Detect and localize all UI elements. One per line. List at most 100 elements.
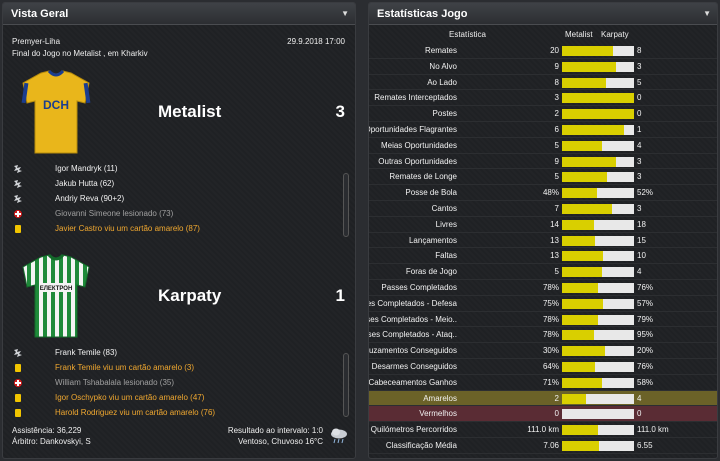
stat-label: Remates Interceptados xyxy=(374,93,457,103)
halftime-label: Resultado ao intervalo: 1:0 xyxy=(227,426,323,435)
stats-table: Remates 20 8 No Alvo 9 3 Ao Lado 8 5 Remates Inte… xyxy=(369,43,717,454)
stat-home-value: 20 xyxy=(550,46,559,55)
event-text[interactable]: Igor Mandryk (11) xyxy=(55,164,118,173)
stat-label: Passes Completados xyxy=(381,282,457,292)
event-item[interactable]: Frank Temile viu um cartão amarelo (3) xyxy=(11,360,341,375)
event-item[interactable]: Andriy Reva (90+2) xyxy=(11,191,341,206)
event-item[interactable]: Jakub Hutta (62) xyxy=(11,176,341,191)
col-away-header[interactable]: Karpaty xyxy=(601,30,629,39)
stat-bar-fill xyxy=(562,330,595,341)
event-text[interactable]: Giovanni Simeone lesionado (73) xyxy=(55,209,174,218)
stat-home-value: 2 xyxy=(554,109,559,119)
stat-label: Amarelos xyxy=(423,393,457,403)
stat-home-value: 78% xyxy=(542,314,559,324)
stat-home-value: 6 xyxy=(554,124,559,134)
event-text[interactable]: William Tshabalala lesionado (35) xyxy=(55,378,175,387)
event-item[interactable]: Giovanni Simeone lesionado (73) xyxy=(11,206,341,221)
col-home-header[interactable]: Metalist xyxy=(565,30,593,39)
stat-bar xyxy=(562,93,634,104)
event-text[interactable]: Harold Rodriguez viu um cartão amarelo (… xyxy=(55,408,216,417)
overview-panel: Vista Geral ▼ Premyer-Liha 29.9.2018 17:… xyxy=(2,2,356,459)
stat-row: Faltas 13 10 xyxy=(369,248,717,265)
col-stat-header[interactable]: Estatística xyxy=(449,30,486,39)
stat-home-value: 71% xyxy=(542,377,559,387)
away-shirt-sponsor: ЕЛЕКТРОН xyxy=(40,286,73,292)
stat-bar-fill xyxy=(562,109,634,120)
home-events-scrollbar[interactable] xyxy=(343,173,349,237)
overview-menu-icon[interactable]: ▼ xyxy=(341,9,349,18)
stats-title: Estatísticas Jogo xyxy=(377,8,468,20)
event-item[interactable]: Javier Castro viu um cartão amarelo (87) xyxy=(11,221,341,236)
stat-row: Passes Completados - Meio.. 78% 79% xyxy=(369,312,717,328)
stat-bar-fill xyxy=(562,46,614,56)
event-item[interactable]: Igor Oschypko viu um cartão amarelo (47) xyxy=(11,390,341,405)
stat-bar-fill xyxy=(562,188,597,199)
stat-label: No Alvo xyxy=(429,61,457,71)
stat-home-value: 5 xyxy=(554,172,559,182)
event-item[interactable]: William Tshabalala lesionado (35) xyxy=(11,375,341,390)
stat-bar xyxy=(562,330,634,341)
stat-bar xyxy=(562,440,634,451)
away-score: 1 xyxy=(335,286,345,305)
stat-row: Cabeceamentos Ganhos 71% 58% xyxy=(369,375,717,391)
stat-home-value: 78% xyxy=(542,282,559,292)
stat-bar-fill xyxy=(562,267,603,278)
stat-home-value: 7.06 xyxy=(543,440,559,450)
stat-bar xyxy=(562,235,634,246)
event-text[interactable]: Igor Oschypko viu um cartão amarelo (47) xyxy=(55,393,205,402)
stat-away-value: 95% xyxy=(637,330,654,340)
stat-away-value: 3 xyxy=(637,61,642,71)
stat-away-value: 3 xyxy=(637,172,642,182)
stat-bar-fill xyxy=(562,251,603,262)
stat-home-value: 111.0 km xyxy=(527,425,559,435)
stat-home-value: 13 xyxy=(550,235,559,245)
away-events-scrollbar[interactable] xyxy=(343,353,349,417)
stat-row: Passes Completados 78% 76% xyxy=(369,280,717,296)
overview-header[interactable]: Vista Geral ▼ xyxy=(3,3,355,25)
stat-home-value: 9 xyxy=(554,61,559,71)
stat-row: Quilómetros Percorridos 111.0 km 111.0 km xyxy=(369,422,717,438)
stat-bar-fill xyxy=(562,172,607,183)
stat-bar xyxy=(562,46,634,56)
stat-away-value: 6.55 xyxy=(637,440,653,450)
event-item[interactable]: Harold Rodriguez viu um cartão amarelo (… xyxy=(11,405,341,420)
stat-row: Remates Interceptados 3 0 xyxy=(369,90,717,107)
stat-away-value: 4 xyxy=(637,140,642,150)
goal-icon xyxy=(11,193,25,205)
stat-away-value: 8 xyxy=(637,46,642,55)
stat-bar-fill xyxy=(562,219,594,230)
stat-label: Classificação Média xyxy=(385,440,457,450)
stats-header[interactable]: Estatísticas Jogo ▼ xyxy=(369,3,717,25)
stat-bar xyxy=(562,109,634,120)
event-text[interactable]: Frank Temile viu um cartão amarelo (3) xyxy=(55,363,195,372)
stat-label: Desarmes Conseguidos xyxy=(371,361,457,371)
injury-icon xyxy=(11,208,25,220)
stat-home-value: 8 xyxy=(554,77,559,87)
event-text[interactable]: Javier Castro viu um cartão amarelo (87) xyxy=(55,224,200,233)
event-text[interactable]: Frank Temile (83) xyxy=(55,348,118,357)
stat-label: Postes xyxy=(432,109,457,119)
stat-row: Posse de Bola 48% 52% xyxy=(369,185,717,201)
stat-away-value: 111.0 km xyxy=(637,425,669,435)
away-team-name[interactable]: Karpaty xyxy=(158,286,222,305)
stat-bar-fill xyxy=(562,61,616,72)
stat-row: No Alvo 9 3 xyxy=(369,59,717,75)
yellow-card-icon xyxy=(11,407,25,419)
stat-bar-fill xyxy=(562,282,599,293)
stat-away-value: 4 xyxy=(637,267,642,277)
event-text[interactable]: Andriy Reva (90+2) xyxy=(55,194,125,203)
stats-menu-icon[interactable]: ▼ xyxy=(703,9,711,18)
home-team-name[interactable]: Metalist xyxy=(158,102,222,121)
stat-bar xyxy=(562,188,634,199)
stat-label: Oportunidades Flagrantes xyxy=(368,124,457,134)
stat-bar xyxy=(562,140,634,151)
home-shirt-sponsor: DCH xyxy=(43,98,69,112)
event-text[interactable]: Jakub Hutta (62) xyxy=(55,179,115,188)
stat-away-value: 76% xyxy=(637,282,654,292)
stat-away-value: 79% xyxy=(637,314,654,324)
event-item[interactable]: Frank Temile (83) xyxy=(11,345,341,360)
stat-row: Foras de Jogo 5 4 xyxy=(369,264,717,280)
stat-label: Cabeceamentos Ganhos xyxy=(368,377,457,387)
event-item[interactable]: Igor Mandryk (11) xyxy=(11,161,341,176)
stat-home-value: 5 xyxy=(554,267,559,277)
